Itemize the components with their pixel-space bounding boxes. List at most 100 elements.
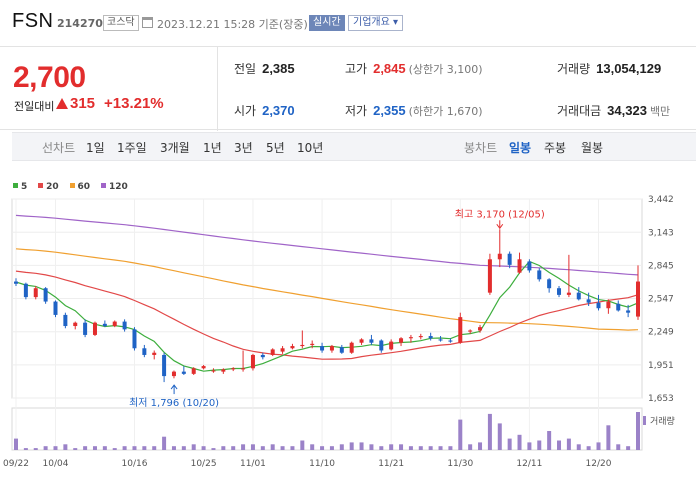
tab-5y[interactable]: 5년 <box>266 141 285 155</box>
legend-swatch <box>13 183 18 188</box>
volume-bar <box>280 446 285 450</box>
candle-body <box>162 354 167 377</box>
ma60-line <box>15 248 639 331</box>
volume-bar <box>181 446 186 450</box>
volume-bar <box>92 446 97 450</box>
candle-chart-label: 봉차트 <box>464 141 498 155</box>
volume-swatch <box>643 416 646 425</box>
volume-bar <box>270 444 275 450</box>
company-info-dropdown[interactable]: 기업개요 ▾ <box>348 15 403 31</box>
max-label: 최고 3,170 (12/05) <box>455 208 545 220</box>
candle-body <box>616 303 621 311</box>
volume-bar <box>596 442 601 450</box>
volume-frame <box>11 407 643 451</box>
candle-body <box>606 301 611 309</box>
volume-bar <box>83 446 88 450</box>
tab-1y[interactable]: 1년 <box>203 141 222 155</box>
candle-body <box>557 288 562 295</box>
y-tick-label: 1,951 <box>648 361 674 371</box>
calendar-icon <box>142 17 153 28</box>
volume-bar <box>468 444 473 450</box>
candle-body <box>102 323 107 327</box>
candle-body <box>547 279 552 289</box>
candle-body <box>626 310 631 313</box>
volume-bar <box>497 423 502 450</box>
tab-3y[interactable]: 3년 <box>234 141 253 155</box>
candle-body <box>300 344 305 347</box>
prev-close-value: 2,385 <box>262 61 295 76</box>
candle-body <box>14 281 18 284</box>
volume-value: 13,054,129 <box>596 61 662 76</box>
volume-bar <box>369 444 374 450</box>
tab-monthly[interactable]: 월봉 <box>581 141 604 155</box>
high-cell: 고가 2,845 (상한가 3,100) <box>345 61 483 76</box>
candle-body <box>399 338 404 343</box>
tab-1d[interactable]: 1일 <box>86 141 105 155</box>
volume-bar <box>517 434 522 450</box>
tab-1w[interactable]: 1주일 <box>117 141 147 155</box>
candle-body <box>487 259 492 293</box>
realtime-button[interactable]: 실시간 <box>309 15 345 31</box>
candle-body <box>379 340 384 351</box>
volume-bar <box>53 446 58 450</box>
stock-header: FSN 214270 코스닥 2023.12.21 15:28 기준(장중) 실… <box>0 0 696 46</box>
volume-bar <box>23 448 28 450</box>
volume-bar <box>63 444 68 450</box>
prev-close-cell: 전일 2,385 <box>234 61 295 76</box>
volume-bar <box>191 444 196 450</box>
volume-bar <box>171 446 176 450</box>
candle-body <box>596 302 601 309</box>
low-cell: 저가 2,355 (하한가 1,670) <box>345 103 483 118</box>
volume-bar <box>408 446 413 450</box>
tab-weekly[interactable]: 주봉 <box>544 141 567 155</box>
amount-value: 34,323 <box>607 103 647 118</box>
volume-bar <box>300 440 305 450</box>
ma120-line <box>15 214 639 276</box>
candle-body <box>349 342 354 353</box>
volume-bar <box>320 446 325 450</box>
volume-bar <box>349 442 354 450</box>
tab-daily[interactable]: 일봉 <box>509 141 532 155</box>
candle-body <box>112 321 117 327</box>
candle-body <box>83 322 88 335</box>
legend-ma60: 60 <box>69 182 90 192</box>
stock-code: 214270 <box>57 17 103 30</box>
volume-bar <box>310 444 315 450</box>
tab-10y[interactable]: 10년 <box>297 141 324 155</box>
volume-bar <box>487 413 492 450</box>
candle-body <box>586 299 591 303</box>
open-value: 2,370 <box>262 103 295 118</box>
volume-bar <box>478 442 483 450</box>
candle-body <box>132 329 137 349</box>
volume-axis-label: 거래량 <box>650 415 675 427</box>
volume-bar <box>250 444 255 450</box>
ma5-line <box>15 260 639 372</box>
legend-ma5: 5 <box>13 182 27 192</box>
tab-3m[interactable]: 3개월 <box>160 141 190 155</box>
volume-bar <box>586 446 591 450</box>
candle-body <box>221 369 226 372</box>
candle-body <box>448 340 453 342</box>
volume-bar <box>438 446 443 450</box>
candle-body <box>231 368 236 370</box>
volume-bar <box>389 444 394 450</box>
lower-limit: (하한가 1,670) <box>408 105 483 118</box>
volume-cell: 거래량 13,054,129 <box>557 61 662 76</box>
x-tick-label: 10/25 <box>191 459 217 469</box>
volume-bar <box>557 440 562 450</box>
candle-body <box>270 349 275 355</box>
quote-datetime: 2023.12.21 15:28 기준(장중) <box>157 18 308 31</box>
candle-body <box>537 270 542 280</box>
volume-bar <box>606 425 611 450</box>
y-tick-label: 2,249 <box>648 328 674 338</box>
volume-bar <box>576 444 581 450</box>
volume-bar <box>122 446 127 450</box>
x-tick-label: 12/11 <box>516 459 542 469</box>
volume-bar <box>260 446 265 450</box>
candle-body <box>181 371 186 374</box>
up-triangle-icon <box>56 98 68 109</box>
candle-body <box>458 317 463 343</box>
volume-bar <box>359 442 364 450</box>
market-badge: 코스닥 <box>103 15 139 31</box>
